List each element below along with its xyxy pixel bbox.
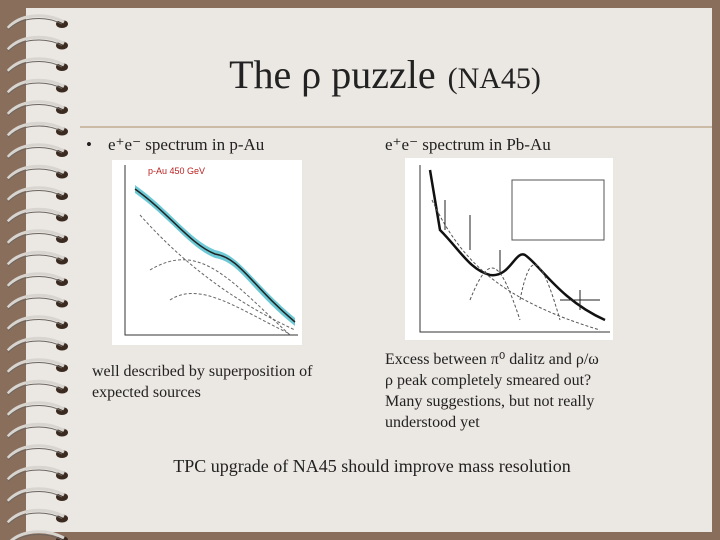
ring-shade (7, 276, 63, 289)
ring-shade (7, 448, 63, 461)
ring-shade (7, 211, 63, 224)
ring-wire (6, 14, 65, 30)
ring-shade (7, 405, 63, 418)
title: The ρ puzzle (NA45) (229, 52, 541, 97)
ring-wire (6, 229, 65, 245)
ring-wire (6, 121, 65, 137)
ring-wire (6, 186, 65, 202)
ring-shade (7, 362, 63, 375)
components (431, 199, 601, 331)
ring-wire (6, 444, 65, 460)
title-suffix: (NA45) (448, 62, 541, 95)
right-caption: Many suggestions, but not really (385, 393, 594, 410)
ring-wire (6, 272, 65, 288)
ring-shade (7, 147, 63, 160)
bullet: • (86, 135, 92, 154)
ring-wire (10, 530, 65, 540)
ring-wire (6, 35, 65, 51)
ring-wire (6, 293, 65, 309)
curve (428, 169, 606, 322)
ring-shade (7, 254, 63, 267)
ring-wire (6, 164, 65, 180)
error-bars (444, 200, 600, 310)
ring-shade (7, 319, 63, 332)
ring-shade (7, 168, 63, 181)
curve (134, 188, 296, 323)
footer: TPC upgrade of NA45 should improve mass … (173, 456, 570, 476)
ring-shade (7, 39, 63, 52)
ring-wire (6, 315, 65, 331)
right-caption: Excess between π⁰ dalitz and ρ/ω (385, 351, 599, 368)
ring-shade (7, 233, 63, 246)
ring-shade (7, 82, 63, 95)
ring-shade (7, 340, 63, 353)
ring-shade (7, 190, 63, 203)
ring-wire (6, 465, 65, 481)
plot-label: p-Au 450 GeV (148, 166, 205, 176)
band (135, 185, 295, 326)
components (139, 214, 296, 336)
ring-wire (6, 78, 65, 94)
left-heading: e⁺e⁻ spectrum in p-Au (108, 135, 265, 154)
right-caption: ρ peak completely smeared out? (385, 372, 591, 389)
ring-shade (7, 512, 63, 525)
ring-shade (7, 491, 63, 504)
ring-shade (7, 383, 63, 396)
ring-wire (6, 207, 65, 223)
ring-shade (7, 426, 63, 439)
legend-box (511, 179, 605, 241)
ring-wire (6, 336, 65, 352)
ring-shade (7, 61, 63, 74)
ring-wire (6, 358, 65, 374)
ring-wire (6, 508, 65, 524)
ring-wire (6, 100, 65, 116)
left-plot: p-Au 450 GeV (112, 160, 302, 345)
ring-wire (6, 422, 65, 438)
right-caption: understood yet (385, 414, 480, 431)
right-heading: e⁺e⁻ spectrum in Pb-Au (385, 135, 551, 154)
ring-shade (15, 534, 63, 540)
ring-wire (6, 487, 65, 503)
ring-shade (7, 104, 63, 117)
left-caption: well described by superposition of (92, 363, 313, 380)
plot-axes (124, 165, 298, 336)
binding (6, 14, 68, 540)
ring-shade (7, 18, 63, 31)
ring-shade (7, 297, 63, 310)
right-plot (405, 158, 613, 340)
ring-wire (6, 401, 65, 417)
ring-wire (6, 379, 65, 395)
plot-bg (405, 158, 613, 340)
ring-wire (6, 143, 65, 159)
ring-shade (7, 125, 63, 138)
left-caption: expected sources (92, 384, 201, 401)
title-main: The ρ puzzle (229, 52, 436, 97)
ring-wire (6, 250, 65, 266)
plot-axes (419, 165, 610, 333)
ring-shade (7, 469, 63, 482)
ring-wire (6, 57, 65, 73)
